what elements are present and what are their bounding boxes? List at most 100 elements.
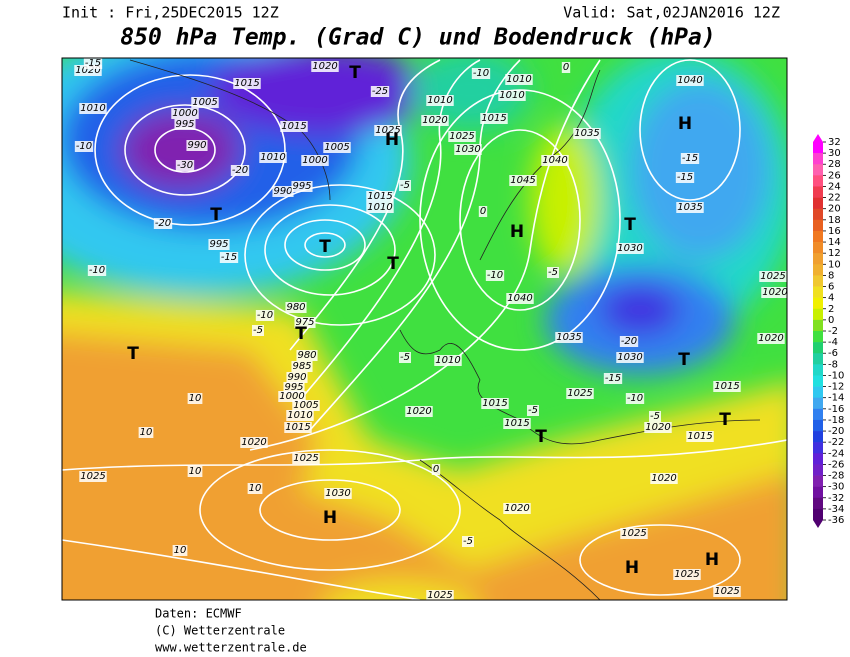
isobar-label: 1020 (758, 333, 783, 344)
isobar-label: 995 (175, 119, 194, 130)
label-background (481, 398, 509, 409)
isobar-label: -15 (221, 252, 237, 263)
isobar-label: -15 (682, 153, 698, 164)
colorbar-tick-label: -26 (828, 459, 844, 470)
isobar-label: -5 (650, 411, 660, 422)
valid-time: Valid: Sat,02JAN2016 12Z (563, 4, 780, 22)
label-background (503, 418, 531, 429)
pressure-center: T (678, 350, 690, 370)
isobar-label: -5 (400, 180, 410, 191)
isobar-label: 1020 (422, 115, 447, 126)
label-background (292, 400, 320, 411)
map-area: 1020-1510151020101010051000995990-30-101… (62, 58, 787, 600)
label-background (292, 453, 320, 464)
isobar-label: 1020 (645, 422, 670, 433)
label-background (680, 153, 700, 164)
label-background (370, 86, 390, 97)
label-background (291, 181, 313, 192)
label-background (644, 422, 672, 433)
isobar-label: 1015 (482, 398, 507, 409)
label-background (431, 464, 441, 475)
isobar-label: 1025 (674, 569, 699, 580)
isobar-label: 980 (297, 350, 316, 361)
colorbar-band (813, 431, 823, 443)
isobar-label: -5 (253, 325, 263, 336)
label-background (301, 155, 329, 166)
colorbar-band (813, 297, 823, 310)
label-background (620, 528, 648, 539)
isobar-label: 1025 (80, 471, 105, 482)
colorbar-end (813, 520, 823, 528)
label-background (713, 381, 741, 392)
isobar-label: 995 (209, 239, 228, 250)
colorbar-tick-label: -36 (828, 515, 844, 526)
colorbar-band (813, 308, 823, 321)
map-title: 850 hPa Temp. (Grad C) und Bodendruck (h… (120, 25, 715, 51)
colorbar-tick-label: 22 (828, 193, 841, 204)
colorbar-band (813, 497, 823, 510)
footer-url: www.wetterzentrale.de (155, 641, 307, 655)
isobar-label: 1030 (455, 144, 480, 155)
colorbar-end (813, 134, 823, 142)
label-background (153, 218, 173, 229)
isobar-label: 1020 (75, 65, 100, 76)
isobar-label: 1010 (80, 103, 105, 114)
colorbar-tick-label: 4 (828, 293, 834, 304)
label-background (323, 142, 351, 153)
label-background (324, 488, 352, 499)
label-background (421, 115, 449, 126)
label-background (555, 332, 583, 343)
isobar-label: 1010 (427, 95, 452, 106)
isobar-label: 1020 (651, 473, 676, 484)
colorbar-tick-label: 0 (828, 315, 834, 326)
label-background (175, 160, 195, 171)
label-background (74, 65, 102, 76)
isobar-label: 10 (174, 545, 187, 556)
label-background (187, 393, 203, 404)
label-background (291, 361, 313, 372)
colorbar-tick-label: -24 (828, 448, 844, 459)
label-background (650, 473, 678, 484)
colorbar-tick-label: -12 (828, 382, 844, 393)
isobar-label: 990 (287, 372, 306, 383)
label-background (541, 155, 569, 166)
colorbar-band (813, 142, 823, 154)
pressure-center: T (624, 215, 636, 235)
colorbar-tick-label: -8 (828, 359, 838, 370)
isobar-label: 1005 (324, 142, 349, 153)
isobar-label: -20 (155, 218, 171, 229)
isobar-label: 1045 (510, 175, 535, 186)
colorbar-tick-label: 8 (828, 270, 834, 281)
colorbar-tick-label: 30 (828, 148, 841, 159)
isobar-label: -10 (473, 68, 489, 79)
colorbar-tick-label: -2 (828, 326, 838, 337)
label-background (283, 382, 305, 393)
colorbar-band (813, 486, 823, 499)
colorbar-band (813, 464, 823, 476)
colorbar: 32302826242220181614121086420-2-4-6-8-10… (813, 134, 844, 528)
isobar-label: -30 (177, 160, 193, 171)
pressure-center: H (625, 558, 639, 578)
colorbar-band (813, 331, 823, 343)
isobar-label: 1030 (617, 352, 642, 363)
isobar-label: -10 (487, 270, 503, 281)
isobar-label: 1025 (293, 453, 318, 464)
colorbar-band (813, 453, 823, 465)
colorbar-band (813, 275, 823, 287)
isobar-label: 1000 (172, 108, 197, 119)
colorbar-tick-label: 32 (828, 137, 841, 148)
isobar-label: 1015 (367, 191, 392, 202)
isobar-label: 1020 (406, 406, 431, 417)
label-background (471, 68, 491, 79)
temperature-field (62, 58, 787, 600)
colorbar-tick-label: -14 (828, 393, 844, 404)
colorbar-band (813, 230, 823, 243)
pressure-center: T (387, 254, 399, 274)
label-background (294, 317, 316, 328)
label-background (374, 125, 402, 136)
label-background (506, 293, 534, 304)
map-frame (61, 57, 788, 601)
isobar-label: -15 (677, 172, 693, 183)
pressure-center: T (349, 63, 361, 83)
label-background (280, 121, 308, 132)
